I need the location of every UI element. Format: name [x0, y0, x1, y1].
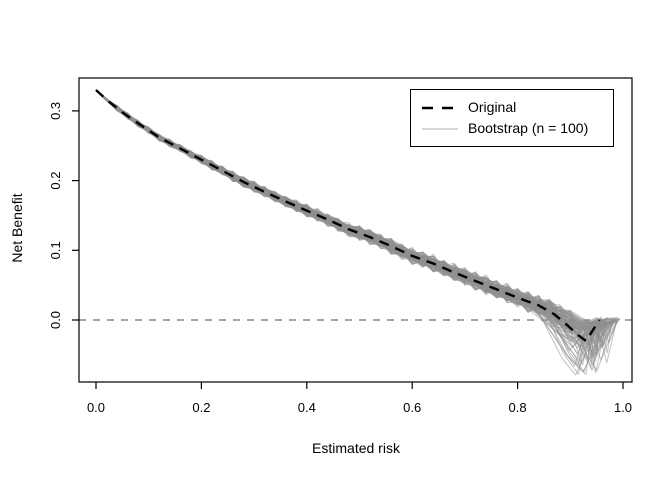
y-tick-label: 0.2	[48, 172, 63, 190]
y-tick-label: 0.1	[48, 241, 63, 259]
x-tick-label: 0.2	[192, 400, 210, 415]
legend-row-original: Original	[422, 98, 613, 117]
legend: Original Bootstrap (n = 100)	[410, 89, 614, 147]
legend-label-original: Original	[468, 99, 517, 115]
bootstrap-line-icon	[422, 127, 458, 130]
x-tick-label: 1.0	[614, 400, 632, 415]
legend-row-bootstrap: Bootstrap (n = 100)	[422, 119, 613, 138]
y-tick-label: 0.0	[48, 311, 63, 329]
y-axis-title: Net Benefit	[9, 193, 25, 263]
x-tick-label: 0.4	[298, 400, 316, 415]
original-dashed-line-icon	[422, 106, 458, 109]
x-tick-label: 0.0	[87, 400, 105, 415]
x-tick-label: 0.6	[403, 400, 421, 415]
x-tick-label: 0.8	[509, 400, 527, 415]
legend-label-bootstrap: Bootstrap (n = 100)	[468, 120, 589, 136]
y-tick-label: 0.3	[48, 102, 63, 120]
x-axis-title: Estimated risk	[312, 440, 400, 456]
